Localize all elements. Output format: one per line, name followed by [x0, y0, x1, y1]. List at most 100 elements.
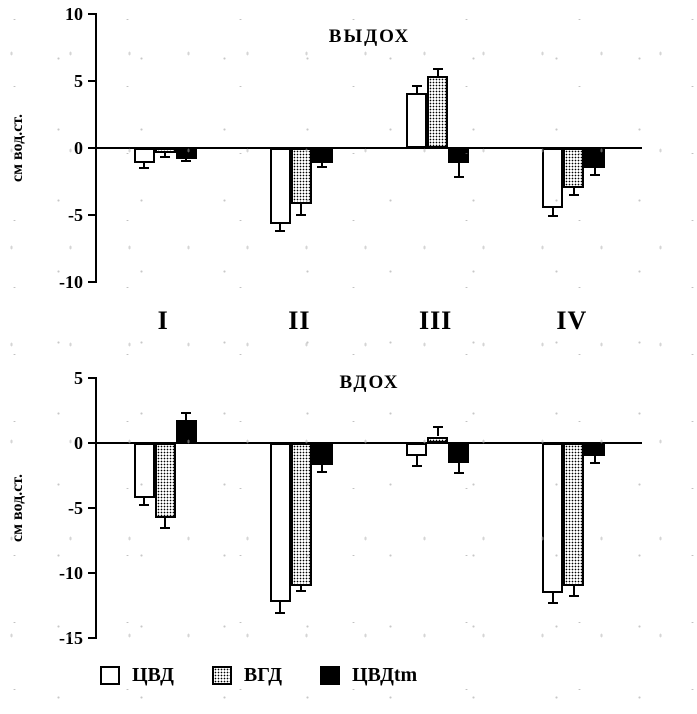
error-bar: [551, 208, 554, 217]
y-tick-mark: [88, 13, 97, 15]
bar-ЦВД: [269, 443, 291, 602]
y-tick-label: -15: [59, 628, 83, 648]
error-bar: [164, 153, 167, 158]
error-bar: [300, 586, 303, 592]
chart-exhale: см вод.ст. ВЫДОХ 10 5 0 -5 -10 I II III IV: [9, 5, 642, 335]
legend-item-cvdtm: ЦВДtm: [319, 664, 418, 687]
error-bar-cap: [160, 156, 171, 159]
bar-ЦВДtm: [584, 443, 606, 456]
error-bar: [164, 518, 167, 528]
category-label-IV: IV: [556, 306, 588, 335]
bar-ЦВДtm: [311, 443, 333, 466]
error-bar-cap: [139, 167, 150, 170]
error-bar-cap: [568, 595, 579, 598]
bar-ВГД: [154, 443, 176, 519]
y-tick-label: -10: [59, 272, 83, 292]
error-bar-cap: [568, 193, 579, 196]
y-axis-label-inhale: см вод.ст.: [9, 474, 26, 542]
error-bar: [143, 162, 146, 169]
legend-label-cvdtm: ЦВДtm: [351, 664, 418, 686]
category-labels: I II III IV: [95, 306, 640, 340]
error-bar-cap: [453, 176, 464, 179]
error-bar: [415, 456, 418, 467]
error-bar: [551, 592, 554, 603]
legend-swatch-white: [100, 666, 120, 685]
error-bar-cap: [547, 601, 558, 604]
plot-area-inhale: ВДОХ 5 0 -5 -10 -15: [59, 369, 642, 647]
error-bar: [415, 86, 418, 94]
bar-ЦВД: [406, 443, 428, 456]
legend-label-vgd: ВГД: [243, 664, 282, 686]
error-bar-cap: [139, 504, 150, 507]
bar-ЦВД: [406, 93, 428, 148]
category-label-II: II: [288, 306, 311, 335]
category-label-III: III: [418, 306, 453, 335]
y-tick-mark: [88, 507, 97, 509]
bar-ВГД: [563, 148, 585, 189]
bar-ЦВДtm: [175, 419, 197, 443]
legend-label-cvd: ЦВД: [132, 664, 174, 686]
error-bar-cap: [181, 412, 192, 415]
error-bar: [279, 601, 282, 614]
error-bar-cap: [160, 526, 171, 529]
bar-ЦВДtm: [311, 148, 333, 163]
error-bar-cap: [275, 230, 286, 233]
y-tick-label: -5: [68, 205, 83, 225]
error-bar-cap: [589, 173, 600, 176]
x-axis-zero-line: [97, 442, 642, 444]
y-tick-mark: [88, 281, 97, 283]
chart-title-exhale: ВЫДОХ: [328, 26, 411, 47]
y-tick-mark: [88, 377, 97, 379]
bar-ЦВДtm: [175, 148, 197, 159]
error-bar-cap: [432, 67, 443, 70]
y-tick-label: 5: [74, 368, 83, 388]
y-tick-mark: [88, 147, 97, 149]
bar-ВГД: [290, 443, 312, 586]
error-bar: [279, 224, 282, 232]
error-bar: [572, 188, 575, 195]
bar-ВГД: [427, 436, 449, 443]
y-tick-label: 5: [74, 71, 83, 91]
bar-ВГД: [427, 75, 449, 148]
error-bar: [457, 162, 460, 178]
error-bar: [300, 204, 303, 215]
y-tick-mark: [88, 214, 97, 216]
y-tick-mark: [88, 80, 97, 82]
error-bar: [143, 497, 146, 506]
plot-area-exhale: ВЫДОХ 10 5 0 -5 -10: [59, 5, 642, 291]
legend-item-cvd: ЦВД: [100, 664, 174, 687]
error-bar-cap: [432, 426, 443, 429]
y-tick-mark: [88, 572, 97, 574]
error-bar: [572, 586, 575, 597]
error-bar-cap: [411, 465, 422, 468]
y-tick-label: 10: [65, 4, 83, 24]
chart-inhale: см вод.ст. ВДОХ 5 0 -5 -10 -15: [9, 369, 642, 647]
error-bar-cap: [547, 215, 558, 218]
legend-swatch-hatch: [211, 666, 232, 685]
chart-title-inhale: ВДОХ: [339, 372, 400, 393]
bar-ЦВД: [133, 148, 155, 163]
error-bar: [593, 168, 596, 175]
error-bar-cap: [275, 612, 286, 615]
error-bar: [185, 158, 188, 162]
y-tick-label: 0: [74, 433, 83, 453]
error-bar: [436, 427, 439, 437]
y-tick-label: -5: [68, 498, 83, 518]
category-label-I: I: [157, 306, 169, 335]
error-bar: [321, 162, 324, 167]
y-tick-mark: [88, 637, 97, 639]
error-bar: [457, 462, 460, 473]
legend-item-vgd: ВГД: [211, 664, 282, 687]
error-bar-cap: [589, 461, 600, 464]
error-bar: [436, 68, 439, 76]
y-axis-label-exhale: см вод.ст.: [9, 114, 26, 182]
bar-ЦВДtm: [448, 443, 470, 463]
error-bar: [185, 413, 188, 420]
bar-ВГД: [563, 443, 585, 586]
error-bar-cap: [296, 214, 307, 216]
y-tick-label: -10: [59, 563, 83, 583]
bar-ЦВДtm: [584, 148, 606, 169]
bar-ЦВД: [542, 148, 564, 209]
error-bar-cap: [317, 165, 328, 168]
